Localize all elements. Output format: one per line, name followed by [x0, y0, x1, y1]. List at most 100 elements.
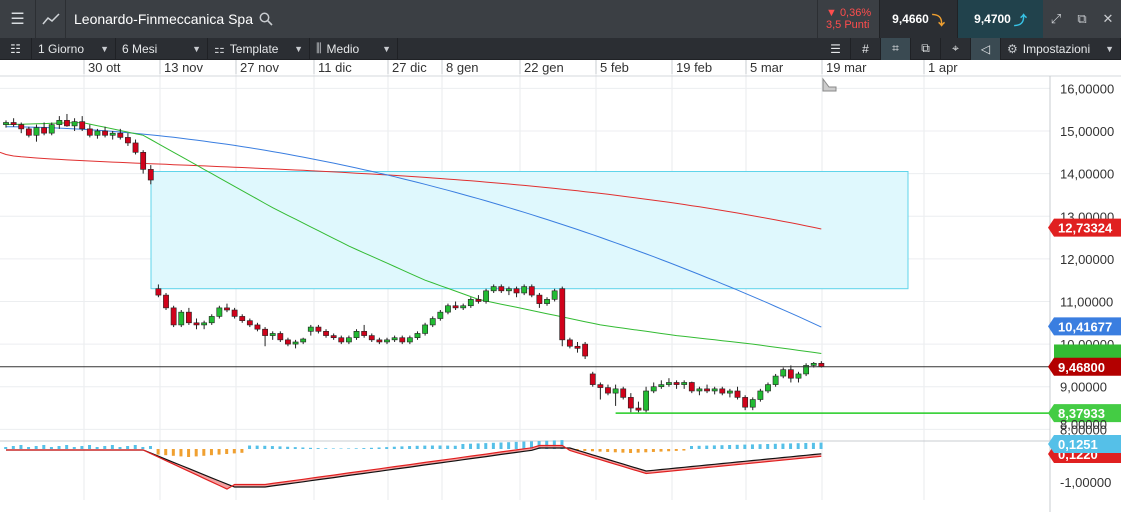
candle[interactable]	[269, 333, 276, 336]
tag-icon[interactable]: ◁	[971, 37, 1001, 60]
candle[interactable]	[696, 388, 703, 392]
candle[interactable]	[414, 333, 421, 339]
candle[interactable]	[117, 132, 124, 138]
candle[interactable]	[338, 337, 345, 343]
candle[interactable]	[216, 307, 223, 317]
candle[interactable]	[307, 326, 314, 332]
candle[interactable]	[224, 307, 230, 311]
list-icon[interactable]: ☷	[0, 37, 32, 60]
candle[interactable]	[170, 307, 177, 326]
candle[interactable]	[132, 142, 139, 153]
candle[interactable]	[627, 397, 634, 409]
candle[interactable]	[749, 399, 756, 408]
candle[interactable]	[361, 331, 368, 336]
candle[interactable]	[445, 305, 451, 313]
candle[interactable]	[635, 407, 642, 411]
candle[interactable]	[734, 390, 741, 398]
candle[interactable]	[246, 320, 253, 326]
candle[interactable]	[765, 384, 771, 392]
candle[interactable]	[536, 294, 543, 304]
candle[interactable]	[94, 130, 101, 136]
candle[interactable]	[795, 373, 802, 379]
range-select[interactable]: 6 Mesi ▼	[116, 37, 208, 60]
instrument-title[interactable]: Leonardo-Finmeccanica Spa	[74, 11, 253, 27]
candle[interactable]	[528, 286, 535, 296]
candle[interactable]	[3, 122, 9, 125]
candle[interactable]	[566, 339, 573, 347]
candle[interactable]	[673, 382, 680, 385]
candle[interactable]	[64, 120, 70, 127]
candle[interactable]	[559, 288, 566, 341]
candle[interactable]	[231, 309, 238, 317]
candle[interactable]	[330, 335, 337, 339]
candle[interactable]	[475, 299, 482, 302]
candle[interactable]	[178, 311, 185, 326]
menu-icon[interactable]: ☰	[0, 0, 36, 38]
candle[interactable]	[10, 122, 17, 125]
candle[interactable]	[300, 338, 307, 343]
candle[interactable]	[102, 130, 108, 136]
candle[interactable]	[810, 362, 817, 366]
candle[interactable]	[742, 397, 749, 408]
candle[interactable]	[353, 331, 360, 339]
candle[interactable]	[544, 299, 550, 304]
compare-icon[interactable]: ⧉	[911, 37, 941, 60]
candle[interactable]	[277, 333, 284, 341]
candle[interactable]	[125, 137, 131, 144]
candle[interactable]	[597, 384, 604, 388]
candle[interactable]	[376, 339, 383, 343]
crosshair-icon[interactable]: ⌖	[941, 37, 971, 60]
candle[interactable]	[140, 152, 147, 170]
candle[interactable]	[460, 305, 467, 309]
candle[interactable]	[605, 387, 611, 394]
candle[interactable]	[18, 124, 25, 130]
candle[interactable]	[551, 290, 558, 300]
candle[interactable]	[56, 120, 63, 125]
popout-icon[interactable]: ⧉	[1077, 11, 1087, 26]
candle[interactable]	[41, 127, 47, 134]
candle[interactable]	[406, 337, 413, 343]
candle[interactable]	[483, 290, 489, 302]
candle[interactable]	[688, 382, 695, 392]
candle[interactable]	[467, 299, 474, 307]
candle[interactable]	[787, 369, 794, 379]
candle[interactable]	[315, 326, 322, 332]
candle[interactable]	[193, 322, 200, 326]
candle[interactable]	[757, 390, 764, 400]
indicator-select[interactable]: ⫼ Medio ▼	[310, 37, 398, 60]
crosshair-grid-icon[interactable]: ⌗	[881, 37, 911, 60]
candle[interactable]	[666, 382, 672, 385]
candle[interactable]	[147, 169, 154, 181]
candle[interactable]	[422, 324, 428, 334]
candle[interactable]	[711, 388, 718, 392]
candle[interactable]	[163, 294, 169, 309]
candle[interactable]	[452, 305, 459, 309]
candle[interactable]	[323, 331, 329, 336]
candle[interactable]	[719, 388, 726, 394]
candle[interactable]	[292, 341, 299, 345]
candle[interactable]	[155, 288, 162, 296]
resistance-zone[interactable]	[150, 171, 909, 290]
close-icon[interactable]: ✕	[1102, 11, 1114, 26]
candle[interactable]	[262, 328, 268, 336]
current-day-marker[interactable]	[822, 77, 837, 92]
candle[interactable]	[48, 124, 55, 134]
candle[interactable]	[521, 286, 528, 294]
candle[interactable]	[201, 322, 208, 326]
candle[interactable]	[384, 339, 390, 343]
candle[interactable]	[589, 373, 596, 385]
candle[interactable]	[185, 311, 192, 324]
candle[interactable]	[71, 121, 78, 127]
candle[interactable]	[772, 375, 779, 385]
candle[interactable]	[391, 337, 398, 341]
candle[interactable]	[650, 386, 657, 392]
candle[interactable]	[513, 288, 520, 294]
candle[interactable]	[399, 337, 406, 343]
candle[interactable]	[780, 369, 787, 377]
candle[interactable]	[643, 390, 649, 411]
candle[interactable]	[803, 365, 809, 375]
settings-button[interactable]: ⚙ Impostazioni ▼	[1001, 37, 1121, 60]
candle[interactable]	[490, 286, 497, 292]
candle[interactable]	[368, 335, 375, 341]
candle[interactable]	[254, 324, 261, 330]
